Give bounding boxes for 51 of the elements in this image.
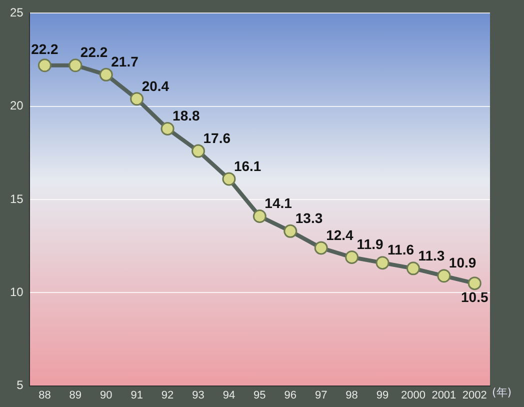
x-tick-label: 97 (314, 389, 328, 402)
x-tick-label: 2000 (400, 389, 426, 402)
data-label: 10.5 (461, 289, 488, 306)
data-label: 22.2 (80, 44, 108, 60)
x-axis-title: (年) (492, 386, 512, 400)
point (406, 262, 420, 276)
point (376, 256, 390, 270)
x-tick-label: 95 (254, 389, 266, 402)
x-tick-label: 99 (376, 389, 389, 402)
x-tick-label: 91 (130, 389, 143, 402)
point (160, 122, 174, 136)
point (222, 172, 236, 186)
x-tick-label: 2001 (432, 389, 456, 402)
point (252, 210, 266, 224)
data-label: 14.1 (264, 195, 292, 212)
x-tick-label: 98 (346, 389, 358, 402)
y-tick-label: 5 (16, 378, 24, 392)
point (284, 224, 298, 238)
x-tick-label: 90 (100, 389, 112, 402)
point (130, 92, 144, 106)
data-label: 16.1 (234, 158, 262, 174)
data-label: 11.9 (356, 236, 384, 252)
point (437, 269, 451, 283)
x-tick-label: 88 (38, 389, 51, 402)
data-label: 17.6 (203, 130, 231, 146)
data-label: 12.4 (326, 226, 354, 243)
point (38, 58, 52, 72)
data-label: 11.6 (388, 242, 414, 258)
x-tick-label: 93 (192, 389, 204, 402)
y-tick-label: 20 (10, 98, 24, 113)
y-tick-label: 10 (10, 284, 24, 299)
y-tick-label: 15 (10, 192, 24, 206)
data-label: 21.7 (111, 54, 139, 70)
x-tick-label: 94 (222, 389, 236, 402)
y-tick-label: 25 (10, 6, 24, 20)
point (345, 250, 359, 264)
point (314, 241, 328, 255)
x-tick-label: 92 (161, 389, 174, 402)
data-label: 10.9 (448, 254, 476, 271)
data-label: 11.3 (418, 247, 445, 264)
point (68, 58, 82, 72)
data-label: 22.2 (31, 41, 59, 58)
x-tick-label: 89 (69, 389, 82, 402)
point (99, 68, 113, 82)
x-tick-label: 2002 (462, 389, 487, 402)
data-label: 13.3 (295, 210, 323, 226)
data-label: 18.8 (172, 108, 200, 124)
data-label: 20.4 (142, 78, 170, 94)
point (192, 144, 206, 158)
point (468, 276, 482, 290)
x-tick-label: 96 (284, 389, 297, 402)
